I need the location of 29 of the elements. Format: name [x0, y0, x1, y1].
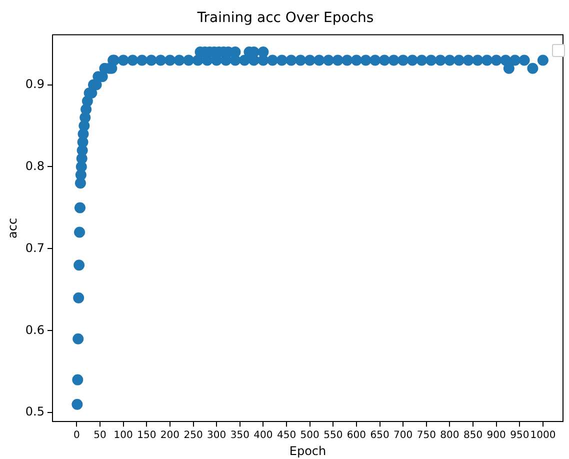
x-tick-label: 200 [160, 430, 180, 442]
y-tick-label: 0.9 [25, 76, 44, 91]
x-tick-label: 350 [230, 430, 250, 442]
y-axis-title: acc [5, 218, 20, 238]
x-tick-label: 1000 [530, 430, 556, 442]
x-tick-label: 950 [510, 430, 530, 442]
y-tick-label: 0.7 [25, 240, 44, 255]
x-tick-label: 550 [324, 430, 343, 442]
x-tick-label: 250 [184, 430, 203, 442]
x-tick-label: 700 [394, 430, 413, 442]
x-tick-label: 800 [440, 430, 460, 442]
x-tick-label: 900 [486, 430, 506, 442]
x-tick-label: 150 [137, 430, 156, 442]
x-tick-label: 750 [416, 430, 436, 442]
x-tick-label: 650 [370, 430, 390, 442]
y-tick-label: 0.6 [25, 322, 44, 337]
x-tick-label: 300 [207, 430, 226, 442]
x-tick-label: 100 [114, 430, 133, 442]
x-tick-label: 50 [94, 430, 106, 442]
x-tick-label: 600 [346, 430, 366, 442]
x-axis-title: Epoch [289, 444, 326, 458]
chart-title: Training acc Over Epochs [196, 10, 374, 26]
x-tick-label: 500 [300, 430, 320, 442]
x-tick-label: 450 [276, 430, 296, 442]
y-tick-label: 0.8 [25, 158, 44, 173]
x-tick-label: 850 [463, 430, 483, 442]
y-tick-label: 0.5 [25, 404, 44, 419]
x-tick-label: 0 [74, 430, 80, 442]
x-tick-label: 400 [254, 430, 273, 442]
